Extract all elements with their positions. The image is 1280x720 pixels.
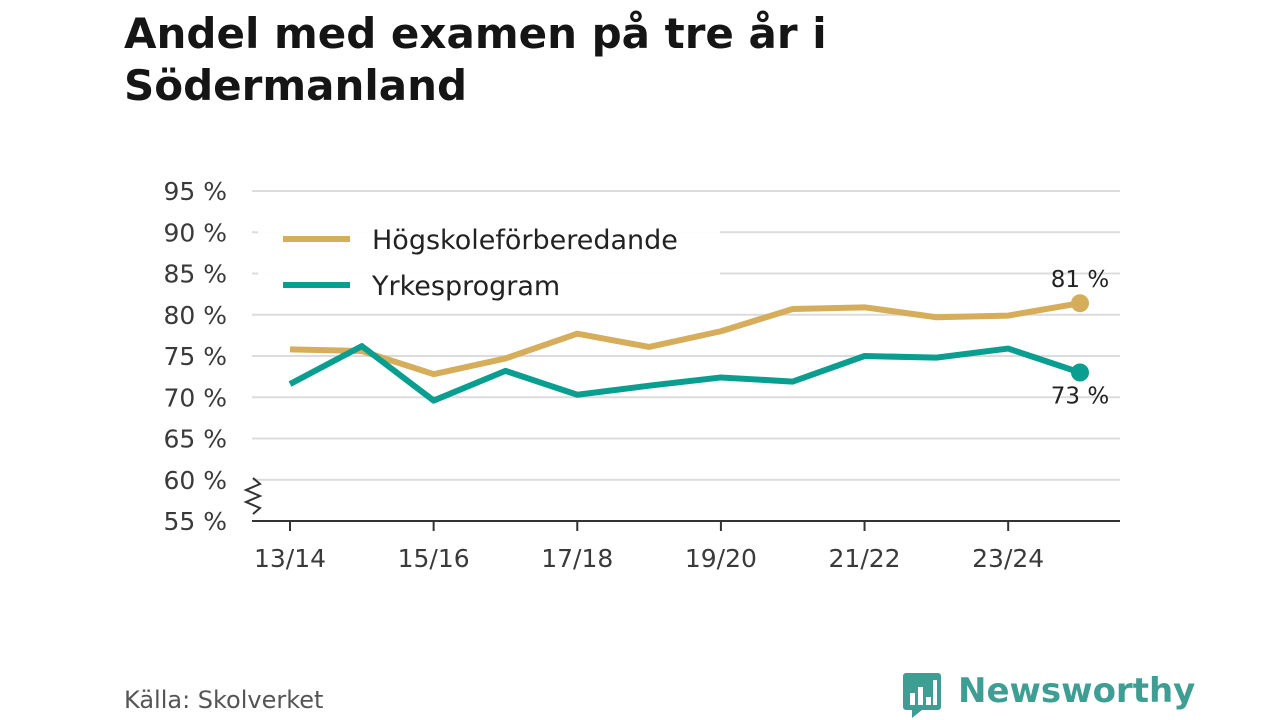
bar-chart-speech-bubble-icon: [903, 673, 941, 718]
x-axis: [243, 477, 1120, 522]
y-axis-ticks: 95 % 90 % 85 % 80 % 75 % 70 % 65 % 60 % 55 %: [163, 177, 227, 536]
x-tick-label: 23/24: [972, 544, 1044, 573]
y-tick-label: 60 %: [163, 466, 227, 495]
y-tick-label: 65 %: [163, 425, 227, 454]
end-label-2: 73 %: [1051, 384, 1109, 410]
y-tick-label: 70 %: [163, 383, 227, 412]
y-tick-label: 90 %: [163, 218, 227, 247]
y-axis-break-icon: [243, 477, 263, 515]
source-note: Källa: Skolverket: [124, 686, 324, 714]
end-label-1: 81 %: [1051, 267, 1109, 293]
chart-title: Andel med examen på tre år i Södermanlan…: [124, 9, 827, 110]
x-axis-ticks: 13/14 15/16 17/18 19/20 21/22 23/24: [254, 521, 1044, 573]
legend: Högskoleförberedande Yrkesprogram: [258, 210, 720, 310]
legend-background: [258, 210, 720, 310]
legend-label-2: Yrkesprogram: [371, 271, 560, 302]
y-tick-label: 75 %: [163, 342, 227, 371]
series-line-1: [289, 300, 1081, 378]
x-tick-label: 17/18: [541, 544, 613, 573]
brand-logo: Newsworthy: [902, 671, 1195, 719]
brand-name: Newsworthy: [958, 671, 1196, 711]
y-tick-label: 85 %: [163, 260, 227, 289]
series-end-point-1: [1071, 294, 1089, 313]
x-tick-label: 21/22: [829, 544, 901, 573]
series-line-2: [288, 343, 1081, 404]
y-tick-label: 95 %: [163, 177, 227, 206]
series-end-point-2: [1071, 363, 1089, 382]
series-lines: [288, 294, 1089, 404]
x-tick-label: 19/20: [685, 544, 757, 573]
y-tick-label: 80 %: [163, 301, 227, 330]
x-tick-label: 13/14: [254, 544, 326, 573]
end-labels: 81 % 73 %: [1051, 267, 1109, 409]
y-tick-label: 55 %: [163, 507, 227, 536]
legend-label-1: Högskoleförberedande: [372, 225, 678, 256]
x-tick-label: 15/16: [398, 544, 470, 573]
